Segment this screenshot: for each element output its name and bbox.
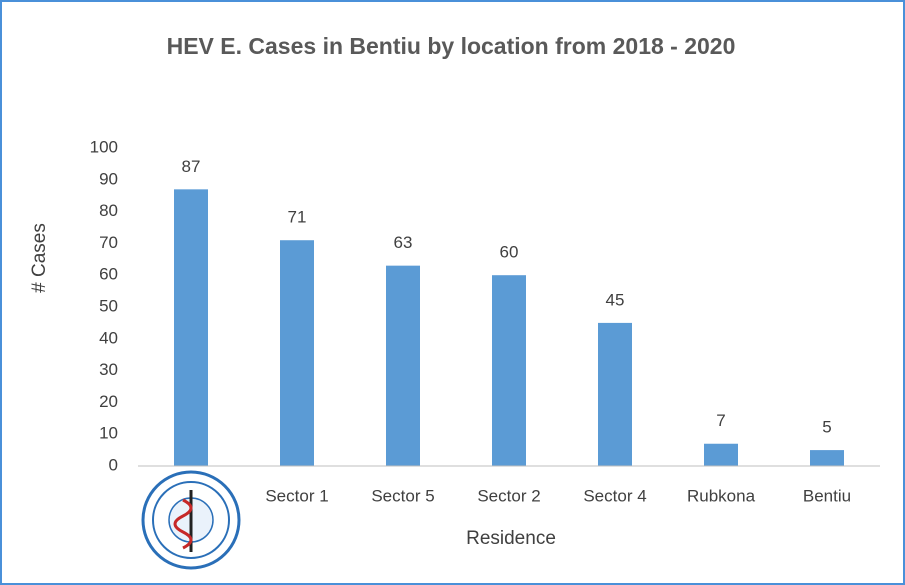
data-label: 7 (716, 411, 725, 430)
data-label: 63 (394, 233, 413, 252)
y-tick-label: 30 (99, 360, 118, 379)
x-tick-label: Sector 2 (477, 486, 540, 505)
x-axis-title: Residence (466, 528, 556, 549)
data-label: 60 (500, 243, 519, 262)
y-axis-title: # Cases (29, 223, 50, 293)
x-tick-label: Sector 5 (371, 486, 434, 505)
y-tick-label: 0 (109, 455, 118, 474)
bar (174, 189, 208, 466)
bar (598, 322, 632, 466)
logo-snake (173, 498, 193, 550)
chart-title: HEV E. Cases in Bentiu by location from … (167, 33, 736, 59)
y-tick-label: 90 (99, 169, 118, 188)
data-label: 5 (822, 418, 831, 437)
x-tick-label: Rubkona (687, 486, 756, 505)
bar (810, 450, 844, 466)
y-tick-label: 80 (99, 201, 118, 220)
logo (141, 470, 241, 570)
y-tick-label: 20 (99, 392, 118, 411)
y-tick-label: 70 (99, 233, 118, 252)
y-tick-label: 50 (99, 296, 118, 315)
bar (704, 443, 738, 466)
bar (492, 275, 526, 466)
y-tick-label: 60 (99, 265, 118, 284)
y-tick-label: 100 (90, 137, 118, 156)
y-tick-label: 10 (99, 424, 118, 443)
bar (280, 240, 314, 466)
x-tick-label: Bentiu (803, 486, 851, 505)
data-label: 45 (606, 290, 625, 309)
bar (386, 265, 420, 466)
data-label: 71 (288, 208, 307, 227)
x-tick-label: Sector 4 (583, 486, 646, 505)
data-label: 87 (182, 157, 201, 176)
x-tick-label: Sector 1 (265, 486, 328, 505)
y-tick-label: 40 (99, 328, 118, 347)
